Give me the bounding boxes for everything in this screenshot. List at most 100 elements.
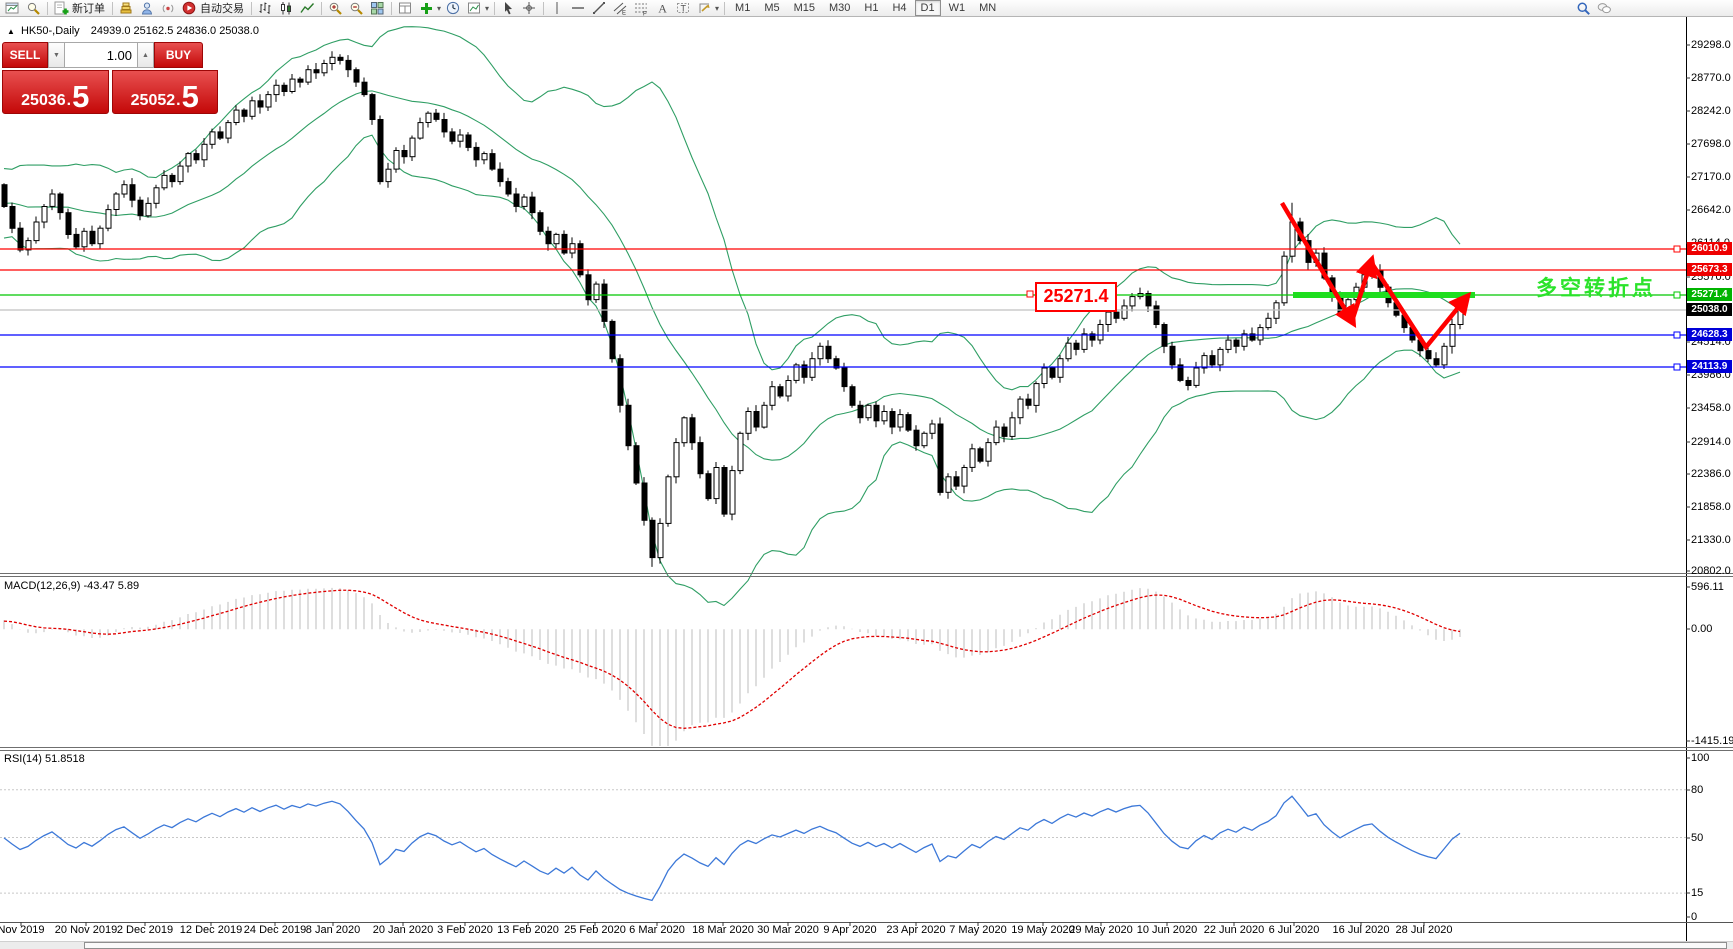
price-line-badge: 24628.3	[1687, 328, 1732, 341]
toolbar-button-find-symbol[interactable]	[23, 1, 44, 16]
vline-icon	[547, 1, 568, 16]
clock-icon	[443, 1, 464, 16]
timeframe-m5[interactable]: M5	[764, 2, 780, 14]
date-tick-label: 8 Jan 2020	[305, 924, 361, 936]
chart-window-icon	[2, 1, 23, 16]
price-tick-label: 26642.0	[1691, 204, 1731, 216]
timeframe-mn[interactable]: MN	[979, 2, 997, 14]
collapse-panel-icon[interactable]: ▲	[7, 27, 15, 36]
annotation-price-box[interactable]: 25271.4	[1035, 282, 1117, 312]
volume-increase-button[interactable]: ▲	[137, 42, 154, 68]
toolbar-separator	[494, 1, 496, 15]
toolbar-button-clock[interactable]	[443, 1, 464, 16]
ohlc-values: 24939.0 25162.5 24836.0 25038.0	[90, 25, 259, 37]
date-tick-label: 12 Dec 2019	[179, 924, 243, 936]
toolbar-button-fibonacci[interactable]: F	[631, 1, 652, 16]
sell-button[interactable]: SELL	[2, 42, 48, 68]
toolbar-button-trendline[interactable]	[589, 1, 610, 16]
macd-label: MACD(12,26,9) -43.47 5.89	[4, 580, 140, 592]
timeframe-m15[interactable]: M15	[793, 2, 816, 14]
price-line-badge: 25038.0	[1687, 303, 1732, 316]
timeframe-w1[interactable]: W1	[948, 2, 966, 14]
chevron-down-icon: ▾	[485, 3, 490, 13]
date-tick-label: 6 Jul 2020	[1268, 924, 1320, 936]
date-tick-label: Nov 2019	[0, 924, 45, 936]
rsi-tick-label: 50	[1691, 832, 1704, 844]
date-tick-label: 25 Feb 2020	[564, 924, 626, 936]
search-icon[interactable]	[1573, 1, 1594, 16]
toolbar-button-label: 自动交易	[200, 3, 244, 15]
toolbar-button-line-chart[interactable]	[297, 1, 318, 16]
timeframe-m30[interactable]: M30	[829, 2, 851, 14]
price-line-badge: 26010.9	[1687, 242, 1732, 255]
toolbar: 新订单 自动交易 ▾ ▾ E F A T ▾ M1 M5 M15 M30 H1 H4 D1 W1 MN	[0, 0, 1733, 17]
rsi-tick-label: 80	[1691, 784, 1704, 796]
toolbar-button-shapes[interactable]: ▾	[694, 1, 721, 16]
bars-chart-icon	[255, 1, 276, 16]
date-tick-label: 2 Dec 2019	[116, 924, 174, 936]
toolbar-button-hline[interactable]	[568, 1, 589, 16]
volume-decrease-button[interactable]: ▼	[48, 42, 65, 68]
toolbar-button-channel[interactable]: E	[610, 1, 631, 16]
toolbar-button-template[interactable]: ▾	[464, 1, 491, 16]
buy-button[interactable]: BUY	[154, 42, 203, 68]
channel-icon: E	[610, 1, 631, 16]
date-tick-label: 19 May 2020	[1011, 924, 1075, 936]
toolbar-button-bars-chart[interactable]	[255, 1, 276, 16]
sell-price[interactable]: 25036. 5	[2, 70, 109, 114]
toolbar-button-autotrade[interactable]: 自动交易	[179, 0, 248, 16]
svg-text:A: A	[658, 1, 667, 15]
svg-text:T: T	[681, 3, 687, 13]
toolbar-button-tile-windows[interactable]	[367, 1, 388, 16]
timeframe-d1[interactable]: D1	[914, 0, 941, 16]
toolbar-button-signals[interactable]	[158, 1, 179, 16]
toolbar-button-indicators[interactable]: ▾	[416, 1, 443, 16]
toolbar-button-cursor[interactable]	[498, 1, 519, 16]
cursor-icon	[498, 1, 519, 16]
date-tick-label: 22 Jun 2020	[1203, 924, 1265, 936]
toolbar-button-label: 新订单	[72, 3, 105, 15]
chat-icon[interactable]	[1594, 1, 1615, 16]
price-tick-label: 20802.0	[1691, 565, 1731, 577]
annotation-cn-text[interactable]: 多空转折点	[1536, 277, 1656, 300]
price-tick-label: 21858.0	[1691, 501, 1731, 513]
toolbar-button-accounts[interactable]	[137, 1, 158, 16]
timeframe-m1[interactable]: M1	[735, 2, 751, 14]
buy-price[interactable]: 25052. 5	[111, 70, 218, 114]
macd-tick-label: -1415.19	[1691, 735, 1733, 747]
shapes-icon	[694, 1, 715, 16]
toolbar-button-market-depth[interactable]	[116, 1, 137, 16]
horizontal-scrollbar[interactable]	[0, 941, 1733, 949]
toolbar-button-label[interactable]: T	[673, 1, 694, 16]
text-icon: A	[652, 1, 673, 16]
price-line-badge: 25271.4	[1687, 288, 1732, 301]
buy-price-main: 25052	[130, 92, 176, 109]
price-line-badge: 25673.3	[1687, 263, 1732, 276]
toolbar-button-chart-window[interactable]	[2, 1, 23, 16]
chevron-down-icon: ▾	[715, 3, 720, 13]
date-tick-label: 10 Jun 2020	[1136, 924, 1198, 936]
timeframe-h4[interactable]: H4	[892, 2, 907, 14]
price-tick-label: 28770.0	[1691, 72, 1731, 84]
toolbar-button-zoom-out[interactable]	[346, 1, 367, 16]
price-tick-label: 21330.0	[1691, 534, 1731, 546]
toolbar-button-new-order[interactable]: 新订单	[51, 0, 109, 16]
date-tick-label: 28 Jul 2020	[1395, 924, 1453, 936]
rsi-tick-label: 0	[1691, 911, 1698, 923]
toolbar-button-text[interactable]: A	[652, 1, 673, 16]
auto-arrange-icon	[395, 1, 416, 16]
zoom-out-icon	[346, 1, 367, 16]
new-order-icon	[51, 1, 72, 16]
timeframe-h1[interactable]: H1	[864, 2, 879, 14]
toolbar-button-crosshair[interactable]	[519, 1, 540, 16]
toolbar-button-auto-arrange[interactable]	[395, 1, 416, 16]
volume-input[interactable]	[65, 42, 137, 68]
tile-windows-icon	[367, 1, 388, 16]
scrollbar-thumb[interactable]	[84, 942, 1727, 949]
fibonacci-icon: F	[631, 1, 652, 16]
price-tick-label: 27698.0	[1691, 138, 1731, 150]
indicators-icon	[416, 1, 437, 16]
toolbar-button-zoom-in[interactable]	[325, 1, 346, 16]
toolbar-button-vline[interactable]	[547, 1, 568, 16]
toolbar-button-candles-chart[interactable]	[276, 1, 297, 16]
